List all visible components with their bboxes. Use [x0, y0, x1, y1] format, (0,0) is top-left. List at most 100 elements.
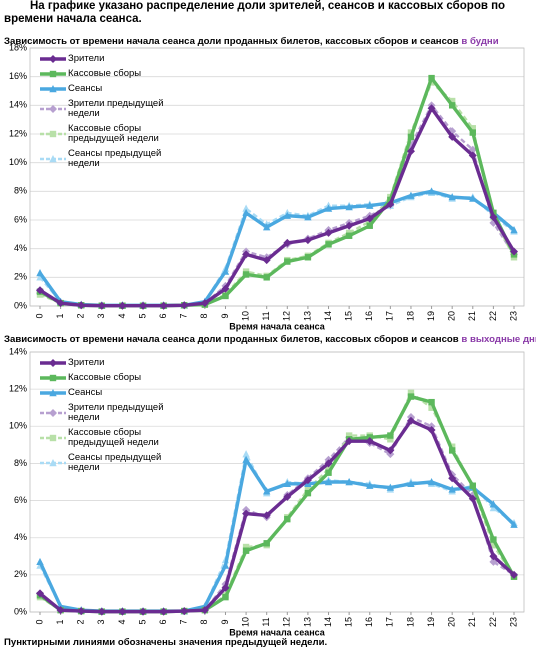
legend-marker — [49, 389, 57, 397]
legend-swatch — [40, 389, 66, 397]
marker — [221, 561, 230, 569]
marker — [77, 301, 86, 310]
marker — [407, 389, 415, 397]
legend-marker — [49, 359, 57, 367]
legend-swatch — [40, 130, 66, 138]
marker — [365, 214, 374, 223]
legend-label: Сеансы — [68, 83, 103, 94]
legend-label: Сеансы — [68, 387, 103, 398]
x-tick-label: 13 — [302, 617, 312, 627]
legend-marker — [49, 85, 57, 93]
y-tick-label: 8% — [14, 458, 27, 468]
x-tick-label: 4 — [117, 619, 127, 624]
legend-marker — [49, 409, 57, 417]
legend-item: Зрители — [38, 358, 168, 368]
legend-marker — [49, 105, 57, 113]
marker — [469, 125, 476, 132]
marker — [139, 607, 148, 616]
x-tick-label: 22 — [488, 311, 498, 321]
marker — [262, 511, 271, 520]
marker — [325, 465, 332, 473]
marker — [159, 301, 168, 310]
legend: Зрители Кассовые сборы Сеансы Зрители преды… — [38, 358, 168, 478]
marker — [242, 271, 250, 278]
legend-item: Кассовые сборы — [38, 373, 168, 383]
x-tick-label: 16 — [364, 617, 374, 627]
legend-swatch — [40, 105, 66, 113]
y-tick-label: 10% — [9, 157, 27, 167]
y-tick-label: 0% — [14, 606, 27, 616]
marker — [159, 607, 168, 616]
marker — [448, 193, 456, 201]
marker — [242, 509, 251, 518]
y-tick-label: 0% — [14, 300, 27, 310]
marker — [387, 436, 394, 443]
x-tick-label: 21 — [467, 311, 477, 321]
legend-item: Зрители — [38, 54, 168, 64]
legend-item: Сеансы — [38, 84, 168, 94]
x-tick-label: 12 — [282, 617, 292, 627]
y-tick-label: 2% — [14, 569, 27, 579]
marker — [428, 398, 435, 406]
marker — [221, 583, 230, 592]
marker — [345, 221, 354, 230]
marker — [283, 479, 292, 488]
marker — [77, 607, 86, 616]
marker — [427, 426, 436, 434]
x-tick-label: 10 — [240, 311, 250, 321]
marker — [242, 250, 251, 259]
marker — [304, 213, 312, 221]
marker — [263, 274, 270, 281]
marker — [284, 515, 291, 523]
legend-swatch — [40, 55, 66, 63]
legend-marker — [49, 374, 57, 382]
marker — [36, 273, 44, 281]
x-tick-label: 20 — [447, 311, 457, 321]
marker — [139, 301, 148, 310]
legend: Зрители Кассовые сборы Сеансы Зрители преды… — [38, 54, 168, 174]
marker — [97, 301, 106, 310]
y-tick-label: 8% — [14, 186, 27, 196]
legend-label: Зрители — [68, 53, 105, 64]
marker — [262, 256, 271, 265]
legend-swatch — [40, 359, 66, 367]
legend-label: Кассовые сборы — [68, 372, 142, 383]
marker — [428, 74, 435, 82]
x-tick-label: 18 — [405, 311, 415, 321]
legend-label: Зрители предыдущей недели — [68, 98, 164, 119]
marker — [242, 204, 250, 212]
marker — [428, 404, 435, 411]
x-tick-label: 14 — [323, 617, 333, 627]
marker — [284, 258, 291, 265]
marker — [56, 606, 65, 615]
marker — [406, 416, 415, 425]
marker — [490, 536, 497, 543]
marker — [489, 504, 498, 512]
x-tick-label: 1 — [55, 619, 65, 624]
marker — [386, 446, 395, 455]
legend-swatch — [40, 409, 66, 417]
y-tick-label: 10% — [9, 421, 27, 431]
marker — [386, 483, 395, 491]
legend-swatch — [40, 85, 66, 93]
x-tick-label: 17 — [385, 311, 395, 321]
marker — [345, 478, 353, 486]
marker — [242, 547, 250, 554]
chart-title: Зависимость от времени начала сеанса дол… — [4, 334, 536, 345]
marker — [490, 541, 497, 549]
marker — [427, 478, 436, 486]
x-tick-label: 2 — [76, 619, 86, 624]
x-tick-label: 15 — [344, 617, 354, 627]
marker — [366, 222, 373, 229]
x-axis-label: Время начала сеанса — [229, 321, 326, 331]
marker — [303, 236, 312, 245]
x-tick-label: 2 — [76, 313, 86, 318]
chart-title-highlight: в выходные дни — [461, 334, 536, 345]
marker — [324, 478, 333, 486]
y-tick-label: 12% — [9, 384, 27, 394]
marker — [407, 479, 415, 488]
marker — [366, 201, 374, 209]
marker — [406, 147, 415, 156]
x-tick-label: 6 — [158, 313, 168, 318]
x-tick-label: 11 — [261, 617, 271, 626]
